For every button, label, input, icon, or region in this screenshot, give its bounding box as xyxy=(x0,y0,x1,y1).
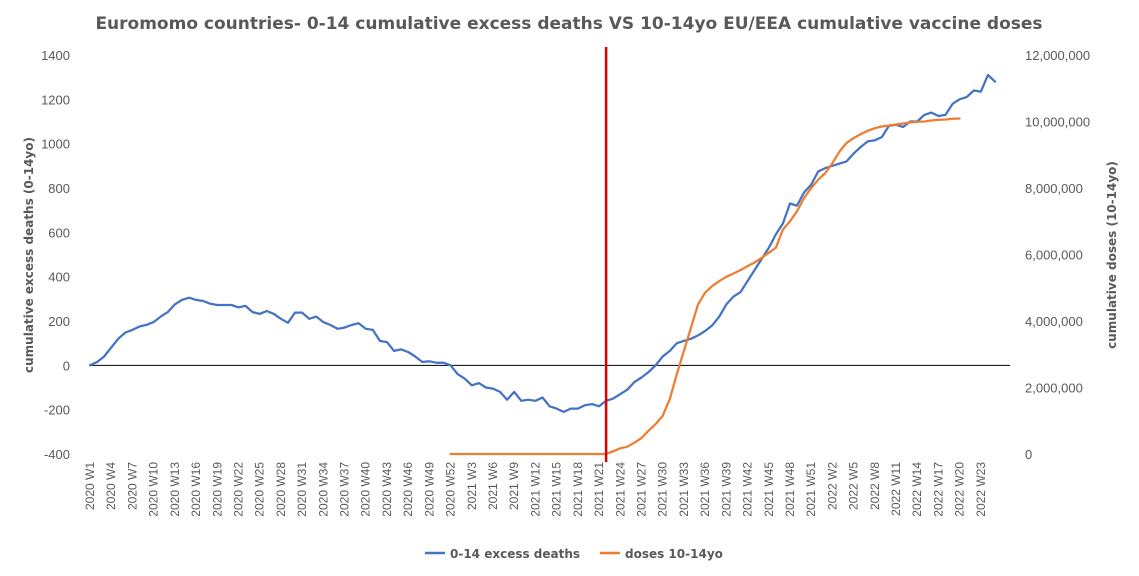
x-tick-label: 2022 W17 xyxy=(931,462,945,517)
x-tick-label: 2022 W23 xyxy=(974,462,988,517)
x-tick-label: 2021 W21 xyxy=(592,462,606,517)
x-tick-label: 2022 W14 xyxy=(910,462,924,517)
x-tick-label: 2022 W8 xyxy=(868,462,882,510)
y-axis-right-label: cumulative doses (10-14yo) xyxy=(1105,161,1119,349)
x-tick-label: 2020 W13 xyxy=(168,462,182,517)
chart-title: Euromomo countries- 0-14 cumulative exce… xyxy=(95,14,1042,34)
series-line-1 xyxy=(449,117,961,456)
x-tick-label: 2021 W33 xyxy=(677,462,691,517)
x-tick-label: 2020 W52 xyxy=(444,462,458,517)
y-axis-left-ticks: -400 -200 0 200 400 600 800 1000 1200 1400 xyxy=(41,48,70,462)
x-tick-label: 2021 W3 xyxy=(465,462,479,510)
x-tick-label: 2022 W2 xyxy=(825,462,839,510)
y-right-tick-label: 10,000,000 xyxy=(1025,115,1090,130)
x-tick-label: 2020 W31 xyxy=(295,462,309,517)
x-tick-label: 2021 W18 xyxy=(571,462,585,517)
y-right-tick-label: 8,000,000 xyxy=(1025,181,1083,196)
x-tick-label: 2020 W16 xyxy=(189,462,203,517)
x-tick-label: 2021 W45 xyxy=(762,462,776,517)
y-left-tick-label: -400 xyxy=(44,447,70,462)
x-tick-label: 2020 W22 xyxy=(231,462,245,517)
legend-label-1: doses 10-14yo xyxy=(625,547,723,561)
x-tick-label: 2021 W12 xyxy=(528,462,542,517)
series-line-0 xyxy=(88,73,997,414)
x-tick-label: 2021 W6 xyxy=(486,462,500,510)
y-axis-right-ticks: 0 2,000,000 4,000,000 6,000,000 8,000,000 10,… xyxy=(1025,48,1090,462)
y-axis-left-label: cumulative excess deaths (0-14yo) xyxy=(22,137,36,373)
x-tick-label: 2020 W43 xyxy=(380,462,394,517)
y-left-tick-label: 400 xyxy=(48,270,70,285)
x-tick-label: 2022 W11 xyxy=(889,462,903,516)
x-tick-label: 2021 W48 xyxy=(783,462,797,517)
x-tick-label: 2020 W10 xyxy=(147,462,161,517)
x-tick-label: 2021 W51 xyxy=(804,462,818,517)
y-right-tick-label: 4,000,000 xyxy=(1025,314,1083,329)
x-tick-label: 2020 W40 xyxy=(359,462,373,517)
legend: 0-14 excess deaths doses 10-14yo xyxy=(425,547,723,561)
y-right-tick-label: 0 xyxy=(1025,447,1032,462)
x-tick-label: 2020 W37 xyxy=(338,462,352,517)
x-tick-label: 2021 W24 xyxy=(613,462,627,517)
y-right-tick-label: 2,000,000 xyxy=(1025,381,1083,396)
x-tick-label: 2021 W27 xyxy=(634,462,648,517)
x-tick-label: 2020 W25 xyxy=(253,462,267,517)
x-tick-label: 2022 W20 xyxy=(953,462,967,517)
x-axis-ticks: 2020 W1 2020 W4 2020 W7 2020 W10 2020 W13 202… xyxy=(83,462,988,517)
y-left-tick-label: 800 xyxy=(48,181,70,196)
x-tick-label: 2021 W39 xyxy=(719,462,733,517)
x-tick-label: 2021 W15 xyxy=(550,462,564,517)
x-tick-label: 2020 W1 xyxy=(83,462,97,510)
x-tick-label: 2021 W9 xyxy=(507,462,521,510)
legend-label-0: 0-14 excess deaths xyxy=(450,547,580,561)
y-left-tick-label: -200 xyxy=(44,403,70,418)
y-left-tick-label: 1400 xyxy=(41,48,70,63)
x-tick-label: 2020 W46 xyxy=(401,462,415,517)
x-tick-label: 2021 W42 xyxy=(741,462,755,517)
x-tick-label: 2020 W34 xyxy=(316,462,330,517)
y-left-tick-label: 0 xyxy=(63,358,70,373)
series-layer xyxy=(88,73,997,456)
x-tick-label: 2021 W30 xyxy=(656,462,670,517)
x-tick-label: 2020 W4 xyxy=(104,462,118,510)
y-right-tick-label: 6,000,000 xyxy=(1025,248,1083,263)
y-left-tick-label: 1200 xyxy=(41,92,70,107)
y-left-tick-label: 200 xyxy=(48,314,70,329)
x-tick-label: 2020 W49 xyxy=(422,462,436,517)
x-tick-label: 2021 W36 xyxy=(698,462,712,517)
x-tick-label: 2020 W7 xyxy=(125,462,139,510)
x-tick-label: 2022 W5 xyxy=(847,462,861,510)
x-tick-label: 2020 W28 xyxy=(274,462,288,517)
x-tick-label: 2020 W19 xyxy=(210,462,224,517)
y-left-tick-label: 600 xyxy=(48,225,70,240)
y-right-tick-label: 12,000,000 xyxy=(1025,48,1090,63)
y-left-tick-label: 1000 xyxy=(41,137,70,152)
